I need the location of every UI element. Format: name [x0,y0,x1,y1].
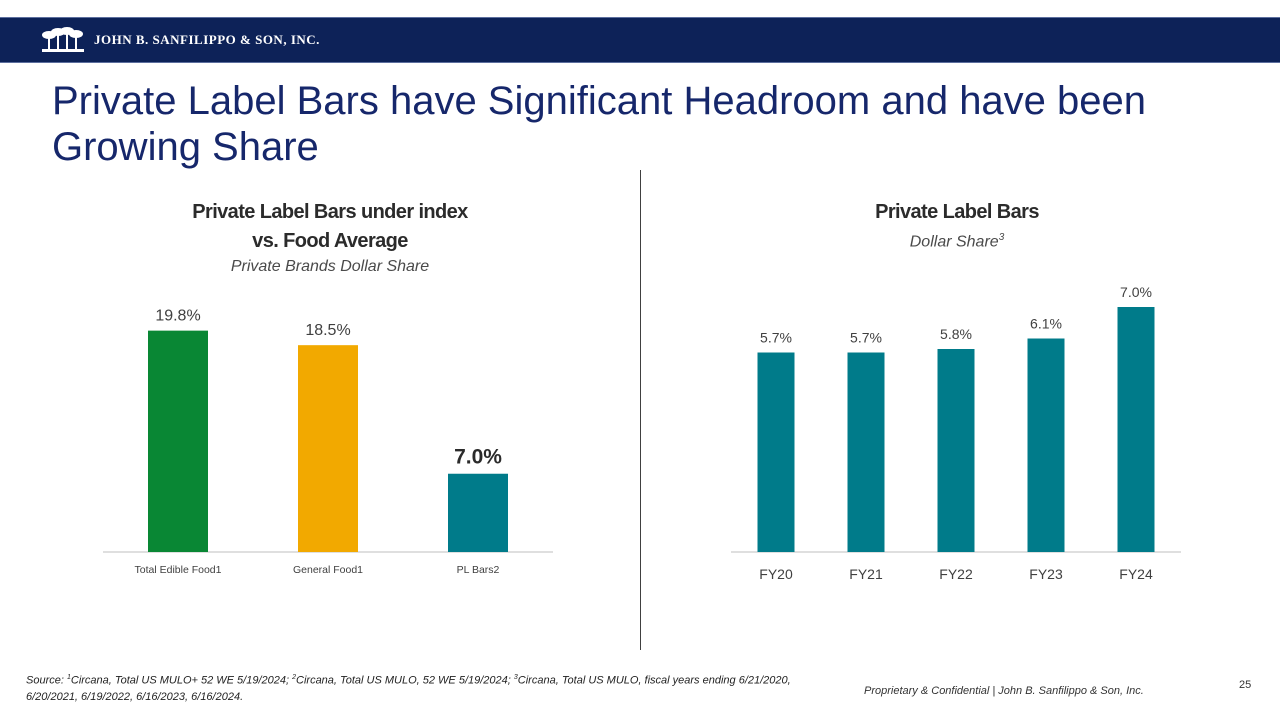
footnote-2-marker: 2 [292,674,297,681]
left-data-label-3: 7.0% [454,446,502,469]
right-chart-title: Private Label Bars [875,201,1039,223]
footer-source: Source: 1Circana, Total US MULO+ 52 WE 5… [26,670,826,705]
left-bar-2 [298,345,358,552]
footnote-1-text: Circana, Total US MULO+ 52 WE 5/19/2024; [70,674,293,687]
right-bar-4 [1027,338,1065,552]
vertical-divider [640,170,641,650]
company-name: JOHN B. SANFILIPPO & SON, INC. [94,32,320,47]
left-bar-1 [148,330,208,552]
right-bar-2 [847,352,885,552]
right-category-label-5: FY24 [1119,566,1153,582]
left-chart-title-line1: Private Label Bars under index [192,201,468,223]
left-category-label-3: PL Bars2 [457,564,500,576]
left-category-label-2: General Food1 [293,564,363,576]
palm-trees-logo-icon [42,27,84,52]
right-category-label-4: FY23 [1029,566,1063,582]
right-bar-1 [757,352,795,552]
left-category-label-1: Total Edible Food1 [135,564,222,576]
left-data-label-1: 19.8% [155,308,200,325]
right-data-label-4: 6.1% [1030,316,1062,332]
left-data-label-2: 18.5% [305,322,350,339]
footnote-1-marker: 1 [66,674,71,681]
left-chart-subtitle: Private Brands Dollar Share [230,258,430,275]
footnote-3-text: Circana, Total US MULO, fiscal years end… [26,674,791,703]
right-bar-5 [1117,307,1155,552]
right-bar-3 [937,349,975,552]
right-data-label-2: 5.7% [850,330,882,346]
left-bar-3 [448,473,508,552]
left-chart-title-line2: vs. Food Average [252,230,408,252]
footnote-3-marker: 3 [513,674,518,681]
header-bar: JOHN B. SANFILIPPO & SON, INC. [0,17,1280,63]
right-data-label-3: 5.8% [940,326,972,342]
right-chart-subtitle-text: Dollar Share [909,233,999,251]
slide-title: Private Label Bars have Significant Head… [52,79,1147,169]
right-category-label-3: FY22 [939,566,973,582]
left-chart-heading: Private Label Bars under index vs. Food … [130,198,530,278]
page-number: 25 [1239,679,1252,691]
right-category-label-1: FY20 [759,566,793,582]
right-chart-subtitle-footnote: 3 [998,232,1005,243]
footnote-2-text: Circana, Total US MULO, 52 WE 5/19/2024; [296,674,514,687]
right-data-label-5: 7.0% [1120,284,1152,300]
right-category-label-2: FY21 [849,566,883,582]
confidential-notice: Proprietary & Confidential | John B. San… [864,685,1144,697]
right-chart-heading: Private Label Bars Dollar Share3 [757,198,1157,253]
right-data-label-1: 5.7% [760,330,792,346]
right-chart-subtitle: Dollar Share3 [757,227,1157,253]
source-prefix: Source: [26,674,67,687]
